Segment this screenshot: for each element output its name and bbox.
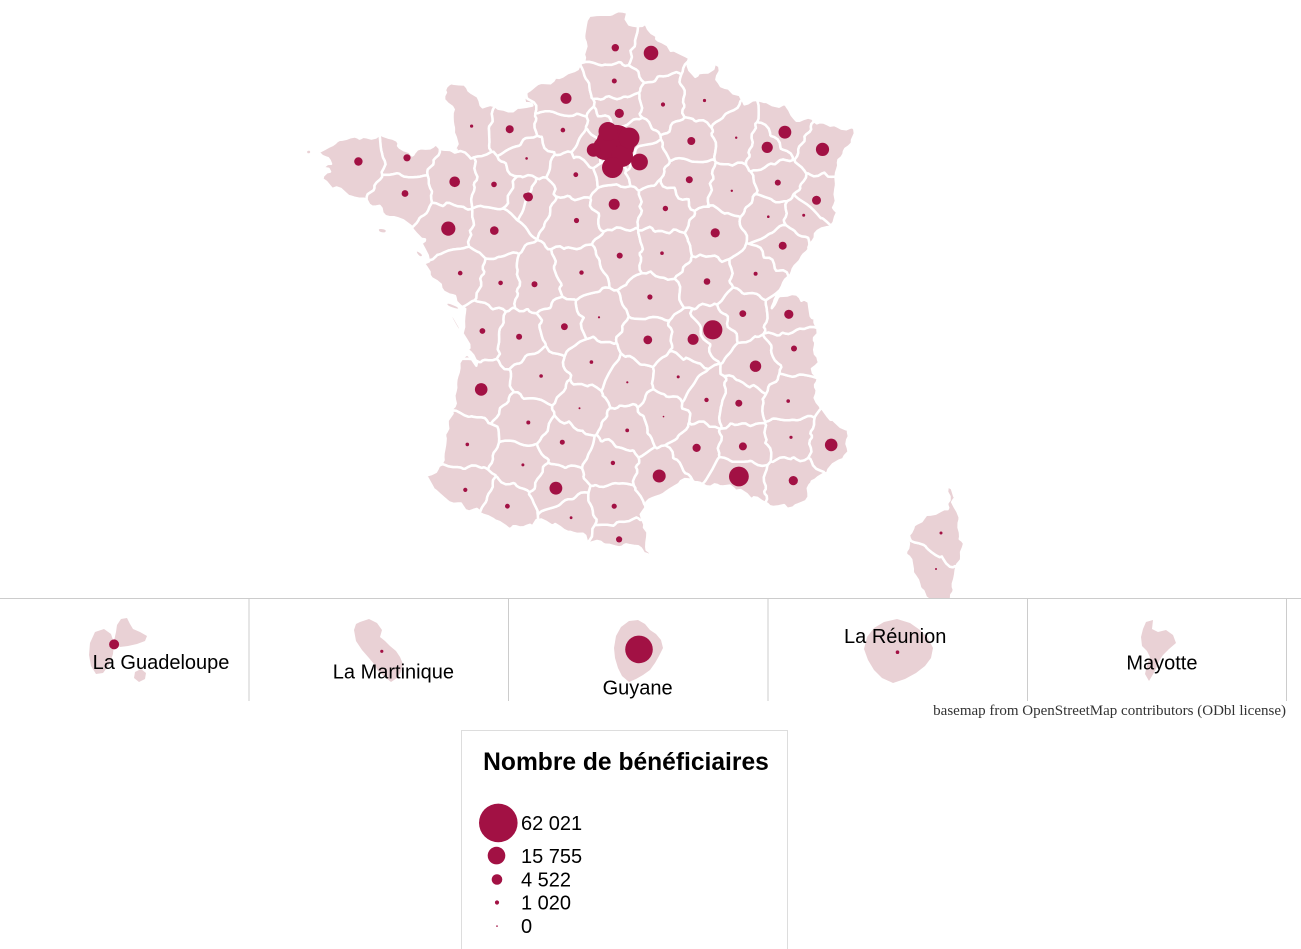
- svg-text:Guyane: Guyane: [603, 678, 673, 700]
- svg-text:La Guadeloupe: La Guadeloupe: [93, 652, 230, 674]
- svg-text:15 755: 15 755: [521, 846, 582, 868]
- svg-text:62 021: 62 021: [521, 813, 582, 835]
- svg-text:4 522: 4 522: [521, 870, 571, 892]
- svg-text:Nombre de bénéficiaires: Nombre de bénéficiaires: [483, 749, 769, 776]
- svg-text:Mayotte: Mayotte: [1126, 653, 1197, 675]
- svg-text:0: 0: [521, 916, 532, 938]
- svg-text:La Réunion: La Réunion: [844, 626, 946, 648]
- svg-text:1 020: 1 020: [521, 893, 571, 915]
- svg-text:basemap from OpenStreetMap con: basemap from OpenStreetMap contributors …: [933, 703, 1286, 719]
- svg-text:La Martinique: La Martinique: [333, 661, 454, 683]
